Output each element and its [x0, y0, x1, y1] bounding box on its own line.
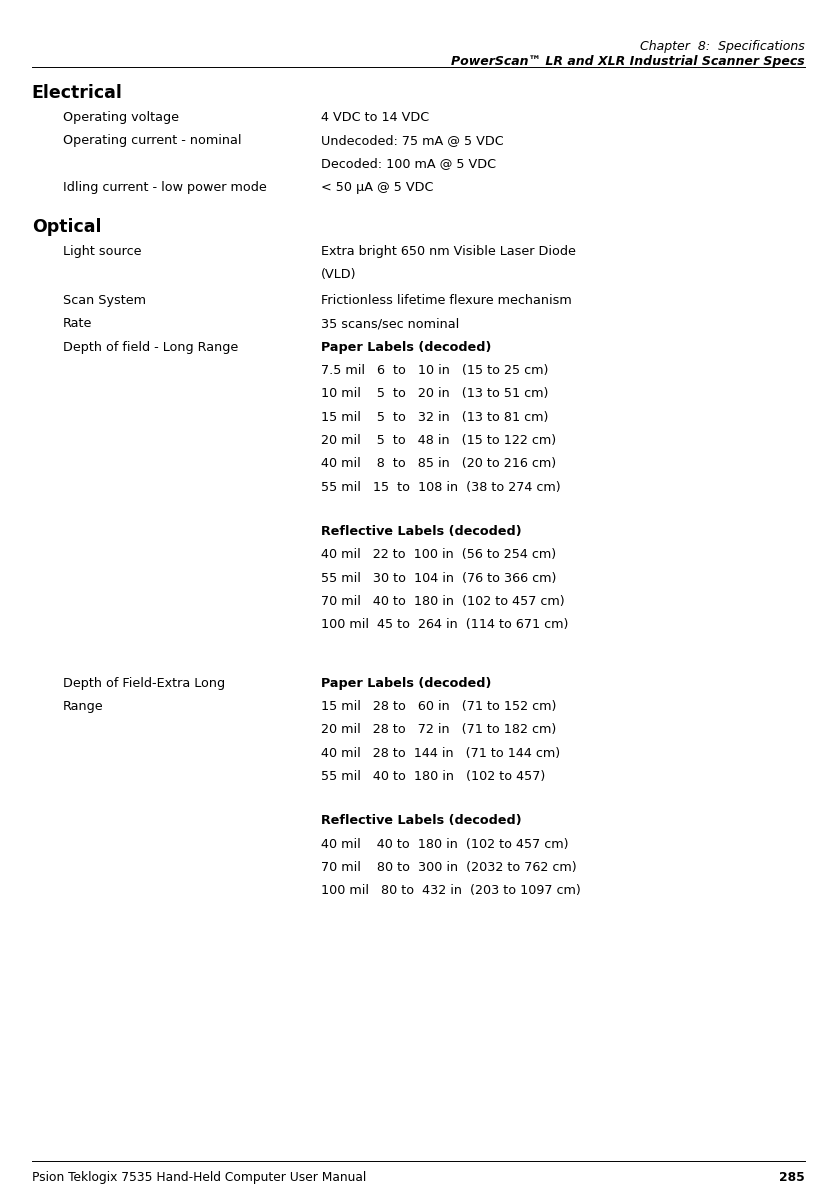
Text: 40 mil    8  to   85 in   (20 to 216 cm): 40 mil 8 to 85 in (20 to 216 cm) — [321, 457, 556, 470]
Text: 40 mil   22 to  100 in  (56 to 254 cm): 40 mil 22 to 100 in (56 to 254 cm) — [321, 548, 556, 561]
Text: Undecoded: 75 mA @ 5 VDC: Undecoded: 75 mA @ 5 VDC — [321, 134, 504, 147]
Text: 35 scans/sec nominal: 35 scans/sec nominal — [321, 317, 460, 330]
Text: Psion Teklogix 7535 Hand-Held Computer User Manual: Psion Teklogix 7535 Hand-Held Computer U… — [32, 1171, 366, 1184]
Text: Decoded: 100 mA @ 5 VDC: Decoded: 100 mA @ 5 VDC — [321, 157, 496, 170]
Text: 15 mil    5  to   32 in   (13 to 81 cm): 15 mil 5 to 32 in (13 to 81 cm) — [321, 411, 549, 424]
Text: (VLD): (VLD) — [321, 268, 357, 281]
Text: 40 mil    40 to  180 in  (102 to 457 cm): 40 mil 40 to 180 in (102 to 457 cm) — [321, 838, 569, 851]
Text: 100 mil   80 to  432 in  (203 to 1097 cm): 100 mil 80 to 432 in (203 to 1097 cm) — [321, 885, 580, 898]
Text: Optical: Optical — [32, 218, 101, 236]
Text: Paper Labels (decoded): Paper Labels (decoded) — [321, 340, 491, 353]
Text: 100 mil  45 to  264 in  (114 to 671 cm): 100 mil 45 to 264 in (114 to 671 cm) — [321, 619, 569, 631]
Text: Scan System: Scan System — [63, 293, 146, 306]
Text: Range: Range — [63, 700, 103, 713]
Text: 7.5 mil   6  to   10 in   (15 to 25 cm): 7.5 mil 6 to 10 in (15 to 25 cm) — [321, 364, 549, 377]
Text: 4 VDC to 14 VDC: 4 VDC to 14 VDC — [321, 110, 430, 123]
Text: Depth of field - Long Range: Depth of field - Long Range — [63, 340, 238, 353]
Text: 10 mil    5  to   20 in   (13 to 51 cm): 10 mil 5 to 20 in (13 to 51 cm) — [321, 387, 549, 400]
Text: 70 mil    80 to  300 in  (2032 to 762 cm): 70 mil 80 to 300 in (2032 to 762 cm) — [321, 861, 577, 874]
Text: Operating voltage: Operating voltage — [63, 110, 178, 123]
Text: 285: 285 — [779, 1171, 805, 1184]
Text: Rate: Rate — [63, 317, 92, 330]
Text: 20 mil    5  to   48 in   (15 to 122 cm): 20 mil 5 to 48 in (15 to 122 cm) — [321, 433, 556, 446]
Text: Extra bright 650 nm Visible Laser Diode: Extra bright 650 nm Visible Laser Diode — [321, 245, 576, 257]
Text: Paper Labels (decoded): Paper Labels (decoded) — [321, 676, 491, 689]
Text: 55 mil   15  to  108 in  (38 to 274 cm): 55 mil 15 to 108 in (38 to 274 cm) — [321, 480, 560, 493]
Text: Reflective Labels (decoded): Reflective Labels (decoded) — [321, 814, 522, 827]
Text: 70 mil   40 to  180 in  (102 to 457 cm): 70 mil 40 to 180 in (102 to 457 cm) — [321, 595, 565, 608]
Text: Chapter  8:  Specifications: Chapter 8: Specifications — [640, 40, 805, 53]
Text: Reflective Labels (decoded): Reflective Labels (decoded) — [321, 525, 522, 537]
Text: 40 mil   28 to  144 in   (71 to 144 cm): 40 mil 28 to 144 in (71 to 144 cm) — [321, 747, 560, 760]
Text: PowerScan™ LR and XLR Industrial Scanner Specs: PowerScan™ LR and XLR Industrial Scanner… — [451, 55, 805, 68]
Text: < 50 µA @ 5 VDC: < 50 µA @ 5 VDC — [321, 181, 434, 194]
Text: Operating current - nominal: Operating current - nominal — [63, 134, 241, 147]
Text: Light source: Light source — [63, 245, 141, 257]
Text: 55 mil   40 to  180 in   (102 to 457): 55 mil 40 to 180 in (102 to 457) — [321, 770, 545, 783]
Text: Electrical: Electrical — [32, 84, 123, 102]
Text: 55 mil   30 to  104 in  (76 to 366 cm): 55 mil 30 to 104 in (76 to 366 cm) — [321, 572, 556, 584]
Text: Depth of Field-Extra Long: Depth of Field-Extra Long — [63, 676, 224, 689]
Text: Frictionless lifetime flexure mechanism: Frictionless lifetime flexure mechanism — [321, 293, 572, 306]
Text: 15 mil   28 to   60 in   (71 to 152 cm): 15 mil 28 to 60 in (71 to 152 cm) — [321, 700, 556, 713]
Text: Idling current - low power mode: Idling current - low power mode — [63, 181, 266, 194]
Text: 20 mil   28 to   72 in   (71 to 182 cm): 20 mil 28 to 72 in (71 to 182 cm) — [321, 723, 556, 736]
